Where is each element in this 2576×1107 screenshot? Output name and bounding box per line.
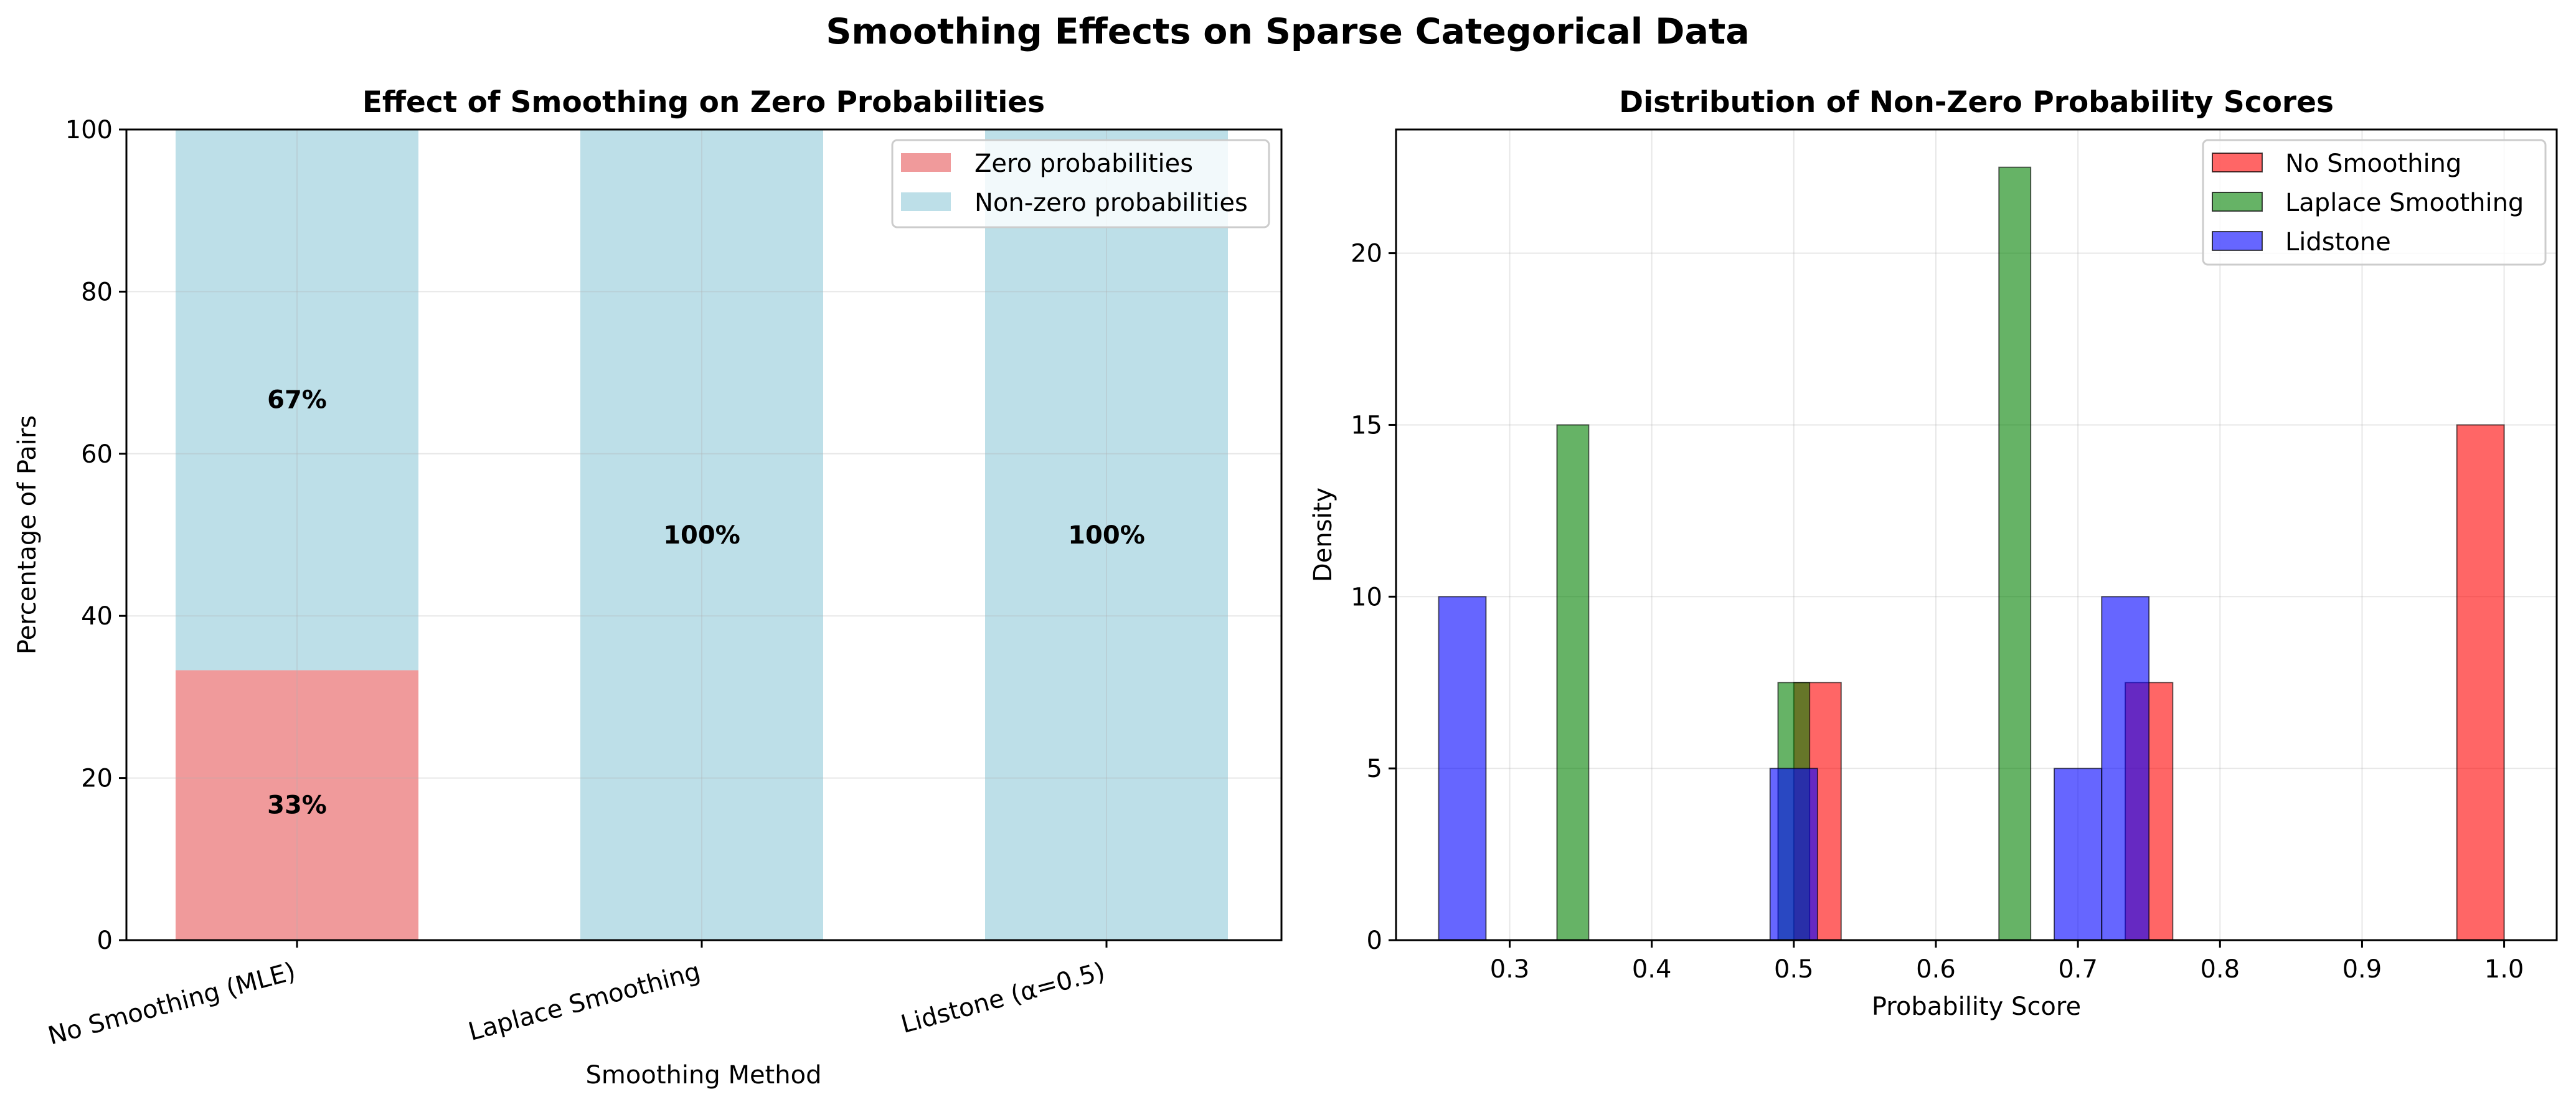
- lidstone-bin: [2054, 768, 2103, 941]
- no-smoothing-bin: [2456, 424, 2505, 941]
- left-bars: [176, 130, 1228, 940]
- left-x-axis-label: Smoothing Method: [586, 1061, 822, 1090]
- left-y-axis: 0 20 40 60 80 100: [65, 116, 126, 955]
- right-legend: No Smoothing Laplace Smoothing Lidstone: [2202, 139, 2547, 266]
- left-x-tick-label: Lidstone (α=0.5): [898, 957, 1108, 1039]
- zero-prob-bar: [176, 670, 418, 940]
- legend-label-laplace: Laplace Smoothing: [2285, 189, 2524, 217]
- right-x-tick-label: 0.3: [1490, 955, 1530, 984]
- legend-label-nonzero: Non-zero probabilities: [974, 189, 1248, 217]
- legend-swatch-laplace: [2212, 192, 2263, 212]
- left-data-labels: 33% 67% 100% 100%: [267, 386, 1145, 820]
- right-x-tick-label: 0.4: [1632, 955, 1672, 984]
- bar-data-label: 100%: [1068, 521, 1145, 550]
- left-y-tick-label: 80: [81, 278, 113, 306]
- right-x-axis-label: Probability Score: [1872, 992, 2081, 1021]
- bar-data-label: 67%: [267, 386, 327, 415]
- right-chart: 0 5 10 15 20 0.3 0.4 0.5 0.6 0.7 0.8 0.9 1.0 Distri…: [1309, 85, 2558, 1021]
- left-chart: 33% 67% 100% 100% 0 20 40 60 80 100 No Smoothing…: [13, 85, 1283, 1090]
- right-y-tick-label: 0: [1367, 926, 1382, 955]
- laplace-bin: [1556, 424, 1590, 941]
- right-y-axis-label: Density: [1309, 488, 1338, 582]
- nonzero-prob-bar: [580, 130, 823, 940]
- left-y-tick-label: 0: [97, 926, 113, 955]
- right-x-tick-label: 1.0: [2484, 955, 2524, 984]
- left-y-tick-label: 20: [81, 765, 113, 793]
- right-x-tick-label: 0.5: [1774, 955, 1814, 984]
- right-x-axis: 0.3 0.4 0.5 0.6 0.7 0.8 0.9 1.0: [1490, 940, 2524, 984]
- left-y-tick-label: 100: [65, 116, 113, 144]
- right-chart-title: Distribution of Non-Zero Probability Sco…: [1619, 85, 2334, 120]
- right-plot-frame: [1395, 128, 2558, 941]
- left-legend-frame: [891, 139, 1270, 228]
- left-x-tick-label: No Smoothing (MLE): [45, 957, 298, 1050]
- left-x-axis: No Smoothing (MLE) Laplace Smoothing Lidst…: [45, 940, 1108, 1051]
- right-y-tick-label: 20: [1351, 240, 1382, 268]
- legend-label-zero: Zero probabilities: [974, 149, 1193, 178]
- legend-swatch-nonzero: [901, 192, 951, 211]
- lidstone-bin: [1438, 596, 1487, 941]
- legend-swatch-zero: [901, 153, 951, 172]
- nonzero-prob-bar: [985, 130, 1228, 940]
- left-legend: Zero probabilities Non-zero probabilitie…: [891, 139, 1270, 228]
- left-y-tick-label: 40: [81, 602, 113, 631]
- left-x-tick-label: Laplace Smoothing: [465, 957, 703, 1047]
- right-legend-frame: [2202, 139, 2547, 266]
- right-x-tick-label: 0.6: [1916, 955, 1956, 984]
- left-y-axis-label: Percentage of Pairs: [13, 415, 42, 654]
- legend-label-no-smoothing: No Smoothing: [2285, 149, 2461, 178]
- lidstone-bin: [2101, 596, 2150, 941]
- left-y-tick-label: 60: [81, 440, 113, 469]
- legend-swatch-lidstone: [2212, 231, 2263, 251]
- legend-swatch-no-smoothing: [2212, 153, 2263, 172]
- right-x-tick-label: 0.8: [2200, 955, 2240, 984]
- right-y-axis: 0 5 10 15 20: [1351, 240, 1396, 955]
- lidstone-bin: [1769, 768, 1818, 941]
- figure-suptitle: Smoothing Effects on Sparse Categorical …: [826, 11, 1749, 52]
- left-chart-title: Effect of Smoothing on Zero Probabilitie…: [362, 85, 1045, 120]
- right-y-tick-label: 5: [1367, 755, 1382, 783]
- legend-label-lidstone: Lidstone: [2285, 228, 2391, 257]
- laplace-bin: [1998, 166, 2032, 941]
- bar-data-label: 33%: [267, 791, 327, 820]
- right-y-tick-label: 15: [1351, 411, 1382, 440]
- left-plot-frame: [125, 128, 1283, 941]
- right-x-tick-label: 0.9: [2342, 955, 2382, 984]
- right-x-tick-label: 0.7: [2058, 955, 2098, 984]
- right-bars: [1438, 166, 2505, 941]
- nonzero-prob-bar: [176, 130, 418, 671]
- right-y-tick-label: 10: [1351, 583, 1382, 611]
- bar-data-label: 100%: [663, 521, 740, 550]
